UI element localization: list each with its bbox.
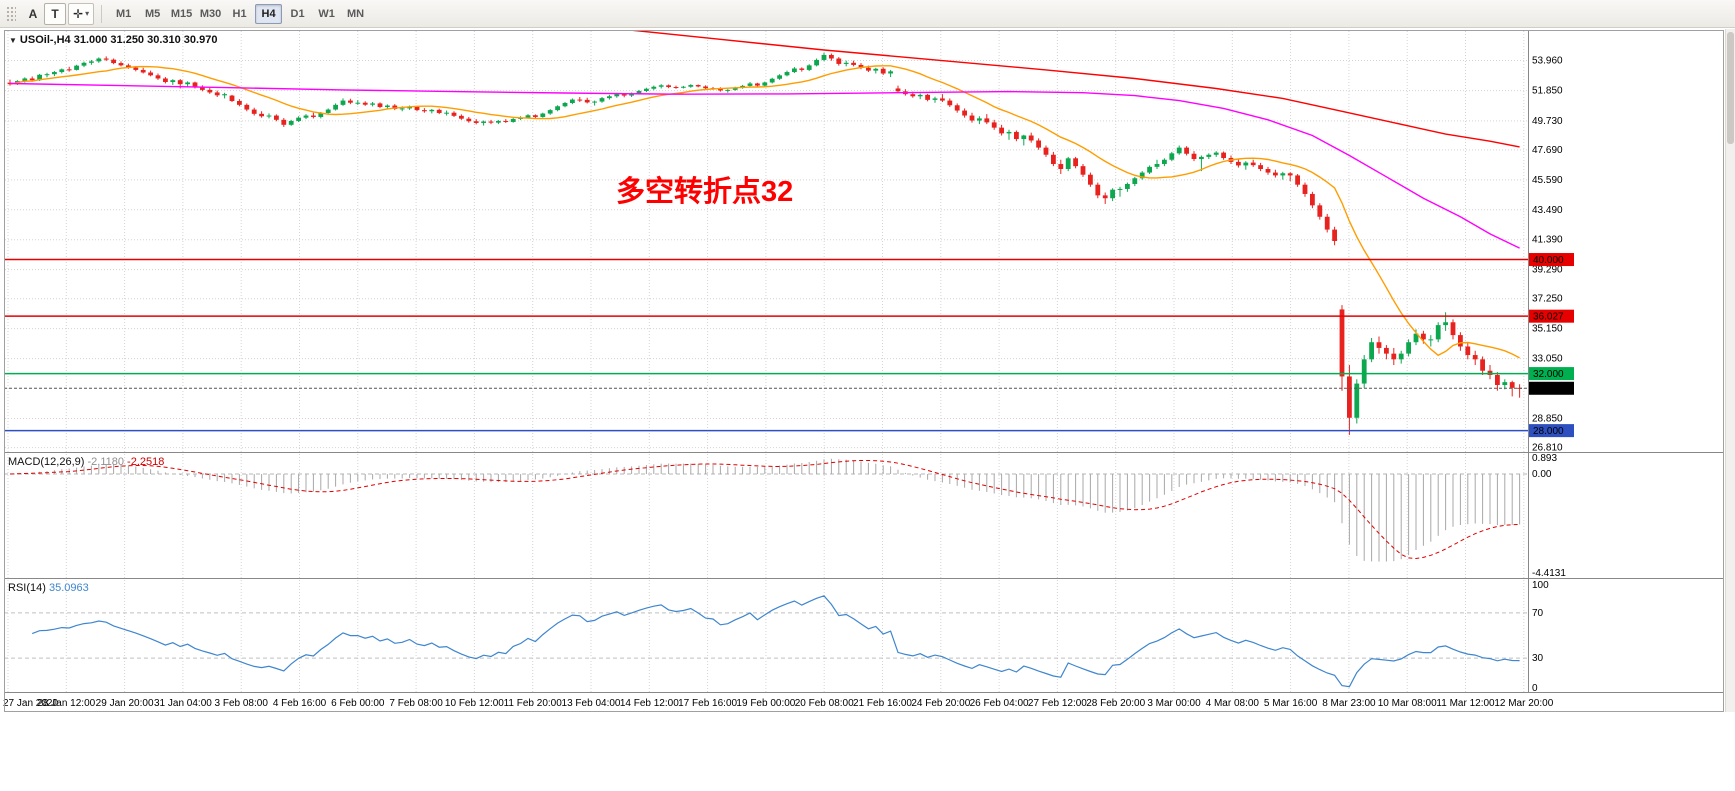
chart-title: ▼ USOil-,H4 31.000 31.250 30.310 30.970: [9, 34, 217, 46]
price-axis-label: 53.960: [1532, 56, 1563, 67]
a-tool-button[interactable]: A: [22, 3, 44, 25]
price-tag-label: 40.000: [1533, 255, 1564, 266]
rsi-name: RSI(14): [8, 582, 46, 594]
rsi-line: [31, 595, 1520, 688]
chart-window-border: [4, 30, 1724, 712]
ma-slow-line: [623, 30, 1520, 148]
crosshair-icon: ✛: [73, 6, 84, 21]
rsi-value: 35.0963: [48, 582, 89, 594]
time-axis-label: 21 Feb 16:00: [853, 698, 912, 709]
timeframe-button-m15[interactable]: M15: [168, 4, 195, 24]
time-axis-label: 8 Mar 23:00: [1322, 698, 1376, 709]
timeframe-button-w1[interactable]: W1: [313, 4, 340, 24]
price-axis-label: 47.690: [1532, 145, 1563, 156]
time-axis-label: 17 Feb 16:00: [678, 698, 737, 709]
timeframe-button-m1[interactable]: M1: [110, 4, 137, 24]
time-axis-label: 10 Feb 12:00: [445, 698, 504, 709]
grid-layer: [5, 31, 1528, 692]
time-axis-label: 3 Feb 08:00: [215, 698, 269, 709]
time-axis-label: 6 Feb 00:00: [331, 698, 385, 709]
price-axis-label: 41.390: [1532, 235, 1563, 246]
time-axis-label: 27 Jan 2020: [3, 698, 58, 709]
ma-fast-line: [9, 65, 1520, 359]
price-tag: [1529, 253, 1574, 267]
price-tag: [1529, 424, 1574, 438]
rsi-label: RSI(14) 35.0963: [8, 582, 89, 594]
toolbar-grip-icon[interactable]: [6, 5, 16, 22]
chart-annotation-text[interactable]: 多空转折点32: [616, 176, 794, 208]
time-axis-label: 28 Jan 12:00: [37, 698, 95, 709]
price-axis-label: 33.050: [1532, 354, 1563, 365]
chart-collapse-icon[interactable]: ▼: [9, 36, 17, 45]
chevron-down-icon: ▾: [85, 9, 90, 18]
timeframe-button-h4[interactable]: H4: [255, 3, 283, 24]
time-axis-label: 26 Feb 04:00: [970, 698, 1029, 709]
macd-name: MACD(12,26,9): [8, 456, 85, 468]
macd-signal-value: -2.2518: [127, 456, 165, 468]
macd-axis-label: 0.00: [1532, 469, 1552, 480]
rsi-axis-label: 70: [1532, 608, 1544, 619]
ma-mid-line: [9, 82, 1520, 249]
rsi-axis-label: 100: [1532, 580, 1549, 591]
time-axis-label: 20 Feb 08:00: [795, 698, 854, 709]
time-axis-label: 7 Feb 08:00: [389, 698, 443, 709]
time-axis-label: 13 Feb 04:00: [562, 698, 621, 709]
time-axis-label: 28 Feb 20:00: [1086, 698, 1145, 709]
cursor-tool-button[interactable]: ✛ ▾: [68, 2, 95, 25]
price-tag-label: 32.000: [1533, 369, 1564, 380]
price-axis-label: 39.290: [1532, 265, 1563, 276]
price-tag-label: 36.027: [1533, 312, 1564, 323]
price-axis-label: 28.850: [1532, 413, 1563, 424]
chart-title-text: USOil-,H4 31.000 31.250 30.310 30.970: [19, 34, 218, 46]
time-axis-label: 3 Mar 00:00: [1147, 698, 1201, 709]
candles-layer: [7, 52, 1522, 435]
price-tag: [1529, 381, 1574, 395]
price-tag-label: 30.970: [1533, 384, 1564, 395]
scrollbar-thumb[interactable]: [1727, 32, 1734, 144]
price-axis-label: 26.810: [1532, 443, 1563, 454]
price-axis-label: 45.590: [1532, 175, 1563, 186]
macd-axis-label: 0.893: [1532, 453, 1557, 464]
macd-main-value: -2.1180: [87, 456, 124, 468]
macd-signal-line: [9, 460, 1520, 560]
vertical-scrollbar[interactable]: [1725, 29, 1735, 712]
macd-histogram: [9, 458, 1521, 562]
macd-axis-label: -4.4131: [1532, 568, 1566, 579]
time-axis-label: 11 Mar 12:00: [1436, 698, 1495, 709]
t-tool-button[interactable]: T: [44, 2, 66, 25]
timeframe-button-m30[interactable]: M30: [197, 4, 224, 24]
time-axis-label: 4 Feb 16:00: [273, 698, 327, 709]
price-tag: [1529, 309, 1574, 323]
timeframe-button-m5[interactable]: M5: [139, 4, 166, 24]
rsi-axis-label: 0: [1532, 683, 1538, 694]
top-toolbar: A T ✛ ▾ M1 M5 M15 M30 H1 H4 D1 W1 MN: [0, 0, 1735, 28]
price-axis-label: 37.250: [1532, 294, 1563, 305]
price-axis-label: 51.850: [1532, 86, 1563, 97]
timeframe-toolbar: M1 M5 M15 M30 H1 H4 D1 W1 MN: [109, 3, 370, 24]
time-axis-label: 4 Mar 08:00: [1206, 698, 1260, 709]
time-axis-label: 5 Mar 16:00: [1264, 698, 1318, 709]
time-axis-label: 31 Jan 04:00: [154, 698, 212, 709]
time-axis-label: 29 Jan 20:00: [96, 698, 154, 709]
timeframe-button-d1[interactable]: D1: [284, 4, 311, 24]
time-axis-label: 24 Feb 20:00: [911, 698, 970, 709]
price-tag: [1529, 367, 1574, 381]
price-tag-label: 28.000: [1533, 426, 1564, 437]
time-axis-label: 19 Feb 00:00: [736, 698, 795, 709]
time-axis-label: 14 Feb 12:00: [620, 698, 679, 709]
time-axis-label: 10 Mar 08:00: [1378, 698, 1437, 709]
toolbar-separator: [101, 4, 103, 23]
timeframe-button-h1[interactable]: H1: [226, 4, 253, 24]
price-axis-label: 35.150: [1532, 324, 1563, 335]
time-axis-label: 11 Feb 20:00: [504, 698, 563, 709]
macd-label: MACD(12,26,9) -2.1180 -2.2518: [8, 456, 164, 468]
price-axis-label: 49.730: [1532, 116, 1563, 127]
rsi-axis-label: 30: [1532, 653, 1544, 664]
time-axis-label: 27 Feb 12:00: [1028, 698, 1087, 709]
price-axis-label: 43.490: [1532, 205, 1563, 216]
timeframe-button-mn[interactable]: MN: [342, 4, 369, 24]
time-axis-label: 12 Mar 20:00: [1494, 698, 1553, 709]
